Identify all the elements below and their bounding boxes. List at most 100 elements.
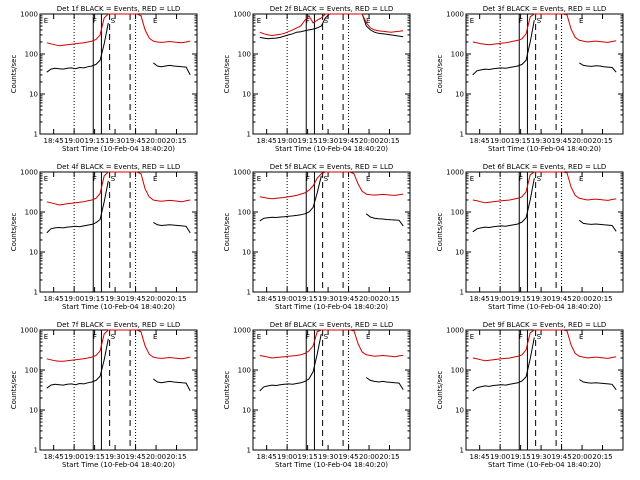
series-line-events <box>46 338 191 392</box>
x-tick-label: 20:15 <box>379 295 399 303</box>
series-line-events <box>259 175 404 227</box>
x-tick-label: 19:00 <box>277 453 297 461</box>
x-tick-label: 19:15 <box>298 295 318 303</box>
y-tick-label: 1 <box>460 289 464 297</box>
y-axis-label: Counts/sec <box>223 371 231 410</box>
x-tick-label: 20:00 <box>572 137 592 145</box>
y-tick-label: 100 <box>25 51 38 59</box>
interval-marker-label: E <box>579 333 583 341</box>
x-tick-label: 20:00 <box>359 295 379 303</box>
x-tick-label: 19:45 <box>338 453 358 461</box>
x-tick-label: 19:45 <box>338 137 358 145</box>
x-tick-label: 18:45 <box>470 295 490 303</box>
x-tick-label: 18:45 <box>44 137 64 145</box>
panel-title: Det 9f BLACK = Events, RED = LLD <box>483 321 606 329</box>
interval-marker-label: S <box>324 17 329 25</box>
y-tick-label: 100 <box>238 367 251 375</box>
x-tick-label: 19:30 <box>105 453 125 461</box>
x-axis-label: Start Time (10-Feb-04 18:40:20) <box>275 303 388 311</box>
x-tick-label: 19:00 <box>490 295 510 303</box>
x-axis-label: Start Time (10-Feb-04 18:40:20) <box>488 303 601 311</box>
panel-title: Det 4f BLACK = Events, RED = LLD <box>57 163 180 171</box>
x-tick-label: 20:00 <box>359 453 379 461</box>
series-line-events <box>472 337 617 392</box>
x-tick-label: 19:45 <box>125 295 145 303</box>
y-tick-label: 1000 <box>233 169 251 177</box>
detector-panel-6: Det 6f BLACK = Events, RED = LLD 1 10 100 10… <box>436 163 624 311</box>
series-line-events <box>259 13 404 40</box>
interval-marker-label: F <box>519 333 523 341</box>
x-tick-label: 19:00 <box>490 453 510 461</box>
y-tick-label: 1000 <box>20 11 38 19</box>
plot-frame <box>465 329 624 451</box>
y-tick-label: 100 <box>451 51 464 59</box>
series-line-events <box>472 178 617 233</box>
plot-frame <box>39 329 198 451</box>
interval-marker-label: F <box>93 17 97 25</box>
y-tick-label: 1000 <box>20 169 38 177</box>
y-axis-label: Counts/sec <box>223 55 231 94</box>
panel-title: Det 5f BLACK = Events, RED = LLD <box>270 163 393 171</box>
x-tick-label: 18:45 <box>257 295 277 303</box>
interval-marker-label: E <box>470 333 474 341</box>
x-tick-label: 19:30 <box>105 137 125 145</box>
x-tick-label: 19:30 <box>318 453 338 461</box>
plot-frame <box>252 171 411 293</box>
x-tick-label: 19:45 <box>551 295 571 303</box>
x-tick-label: 19:15 <box>298 453 318 461</box>
y-tick-label: 1 <box>34 131 38 139</box>
x-tick-label: 19:30 <box>318 295 338 303</box>
x-tick-label: 20:00 <box>359 137 379 145</box>
y-tick-label: 10 <box>29 91 38 99</box>
y-tick-label: 10 <box>29 407 38 415</box>
interval-marker-label: E <box>153 17 157 25</box>
plot-frame <box>465 13 624 135</box>
y-tick-label: 100 <box>451 209 464 217</box>
y-axis-label: Counts/sec <box>10 371 18 410</box>
interval-marker-label: E <box>470 175 474 183</box>
y-tick-label: 1 <box>247 131 251 139</box>
series-line-lld <box>259 13 404 37</box>
interval-marker-label: F <box>519 175 523 183</box>
y-tick-label: 10 <box>242 249 251 257</box>
y-axis-label: Counts/sec <box>436 213 444 252</box>
x-tick-label: 19:15 <box>298 137 318 145</box>
x-axis-label: Start Time (10-Feb-04 18:40:20) <box>275 461 388 469</box>
y-tick-label: 100 <box>238 51 251 59</box>
x-tick-label: 19:00 <box>277 295 297 303</box>
panel-title: Det 3f BLACK = Events, RED = LLD <box>483 5 606 13</box>
y-tick-label: 1000 <box>20 327 38 335</box>
x-tick-label: 19:30 <box>531 453 551 461</box>
x-tick-label: 19:00 <box>64 137 84 145</box>
y-tick-label: 1000 <box>233 327 251 335</box>
plot-frame <box>39 171 198 293</box>
y-axis-label: Counts/sec <box>223 213 231 252</box>
interval-marker-label: E <box>153 175 157 183</box>
series-line-lld <box>472 329 617 362</box>
y-tick-label: 10 <box>29 249 38 257</box>
interval-marker-label: S <box>537 17 542 25</box>
x-tick-label: 20:00 <box>146 453 166 461</box>
y-tick-label: 100 <box>25 367 38 375</box>
x-tick-label: 19:30 <box>531 295 551 303</box>
y-tick-label: 10 <box>242 407 251 415</box>
series-line-lld <box>46 171 191 206</box>
interval-marker-label: S <box>111 333 116 341</box>
y-tick-label: 10 <box>455 249 464 257</box>
x-tick-label: 19:15 <box>511 137 531 145</box>
interval-marker-label: F <box>306 333 310 341</box>
interval-marker-label: S <box>111 17 116 25</box>
detector-panel-2: Det 2f BLACK = Events, RED = LLD 1 10 100 10… <box>223 5 411 153</box>
x-tick-label: 19:30 <box>318 137 338 145</box>
y-tick-label: 1000 <box>233 11 251 19</box>
y-tick-label: 100 <box>25 209 38 217</box>
interval-marker-label: F <box>306 17 310 25</box>
x-axis-label: Start Time (10-Feb-04 18:40:20) <box>62 303 175 311</box>
series-line-lld <box>46 329 191 362</box>
x-tick-label: 20:00 <box>572 453 592 461</box>
interval-marker-label: S <box>111 175 116 183</box>
interval-marker-label: F <box>93 333 97 341</box>
x-tick-label: 18:45 <box>470 453 490 461</box>
x-tick-label: 19:15 <box>85 295 105 303</box>
y-tick-label: 1 <box>460 447 464 455</box>
